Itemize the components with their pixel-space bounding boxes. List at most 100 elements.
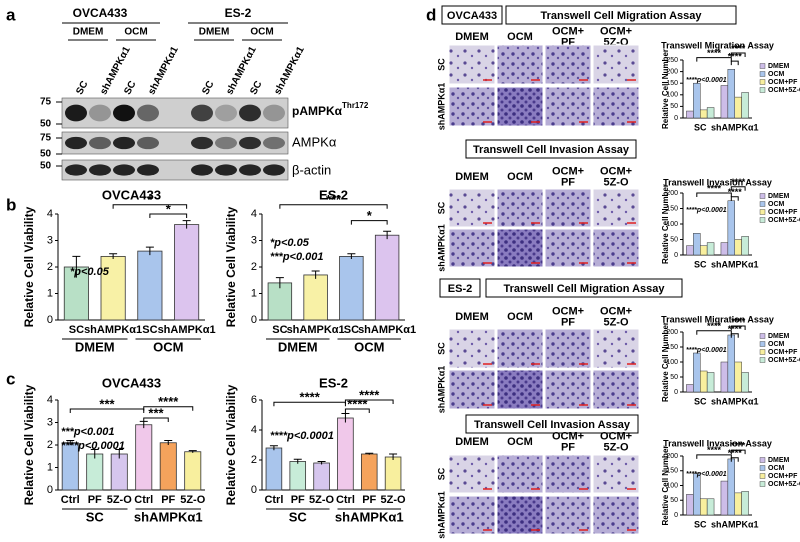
significance-bracket [730, 449, 746, 455]
significance-bracket [149, 213, 188, 218]
y-tick-label: 4 [47, 208, 53, 220]
y-tick-label: 1 [47, 287, 53, 299]
x-tick-label: 5Z-O [180, 494, 206, 506]
bar [693, 233, 701, 256]
blot-band [215, 104, 237, 122]
blot-band [89, 136, 111, 150]
chart-title: Transwell Migration Assay [661, 314, 774, 324]
legend-label: OCM+5Z-O [768, 217, 800, 224]
blot-strip [61, 159, 289, 181]
medium-label: OCM [124, 27, 147, 38]
x-tick-label: SC [694, 519, 707, 529]
lane-label: SC [200, 79, 216, 96]
significance-bracket [730, 60, 739, 66]
lane-label: shAMPKα1 [146, 44, 181, 96]
panel-letter: d [426, 5, 436, 24]
micrograph [448, 454, 496, 494]
error-bar [389, 453, 398, 460]
significance-bracket [69, 408, 145, 413]
x-tick-label: SC [694, 122, 707, 132]
y-axis-label: Relative Cell Number [661, 184, 670, 264]
section-box [485, 278, 683, 298]
micrograph [448, 328, 496, 369]
legend-swatch [759, 71, 766, 77]
y-tick-label: 250 [666, 57, 678, 64]
micrograph [544, 44, 592, 85]
bar [720, 480, 729, 516]
legend-swatch [759, 63, 766, 69]
significance-label: **** [728, 448, 743, 458]
micrograph [592, 495, 640, 535]
mw-marker: 50 [40, 161, 52, 172]
bar [174, 224, 200, 321]
group-label: OCM [153, 339, 183, 354]
micrograph [544, 495, 592, 535]
significance-bracket [143, 406, 194, 411]
panel-letter: b [6, 195, 16, 214]
x-tick-label: SC [142, 324, 157, 336]
column-label: OCM+ [600, 430, 632, 442]
x-tick-label: 5Z-O [309, 494, 335, 506]
bar [706, 242, 715, 256]
protein-label: AMPKα [292, 134, 337, 149]
column-label: DMEM [455, 31, 489, 43]
y-axis-label: Relative Cell Number [661, 49, 670, 129]
column-label: OCM+ [552, 165, 584, 177]
error-bar [66, 440, 75, 445]
y-axis-label: Relative Cell Viability [22, 384, 36, 505]
bar [720, 361, 729, 393]
bar [700, 498, 708, 516]
x-tick-label: Ctrl [336, 494, 355, 506]
row-label: SC [436, 58, 446, 71]
column-label: OCM [507, 311, 533, 323]
chart-title: OVCA433 [102, 187, 161, 202]
blot-band [137, 104, 159, 122]
mw-marker: 75 [40, 97, 52, 108]
blot-strip [61, 131, 289, 155]
bar [289, 461, 307, 491]
column-label: DMEM [455, 171, 489, 183]
x-tick-label: SC [69, 324, 84, 336]
blot-band [239, 104, 261, 122]
column-label: OCM [507, 436, 533, 448]
legend-swatch [759, 87, 766, 93]
y-tick-label: 0 [47, 484, 53, 496]
y-axis-label: Relative Cell Viability [224, 206, 238, 327]
significance-bracket [143, 417, 169, 422]
group-label: OCM [354, 339, 384, 354]
annotation: ***p<0.001 [61, 426, 115, 438]
bar [360, 453, 378, 491]
bar [727, 334, 735, 393]
error-bar [341, 413, 350, 423]
error-bar [365, 452, 374, 455]
y-tick-label: 200 [666, 190, 678, 197]
blot-band [191, 164, 213, 176]
column-label: DMEM [455, 436, 489, 448]
blot-band [113, 104, 135, 122]
error-bar [383, 230, 392, 240]
y-tick-label: 150 [666, 344, 678, 351]
column-label: OCM+ [600, 25, 632, 37]
significance-label: *** [148, 405, 164, 420]
x-tick-label: shAMPKα1 [711, 396, 759, 406]
column-label: DMEM [455, 311, 489, 323]
significance-label: **** [300, 390, 321, 405]
legend-label: OCM+5Z-O [768, 87, 800, 94]
blot-band [191, 136, 213, 150]
section-box [441, 5, 503, 25]
protein-name: pAMPKα [292, 104, 343, 118]
blot-band [263, 136, 285, 150]
bar [706, 498, 715, 516]
micrograph [544, 328, 592, 369]
bar [337, 417, 354, 491]
y-tick-label: 100 [666, 92, 678, 99]
bar [734, 96, 742, 119]
bar [686, 245, 694, 256]
column-label: OCM [507, 31, 533, 43]
significance-label: *** [326, 192, 342, 207]
row-label: shAMPKα1 [436, 224, 446, 272]
y-tick-label: 4 [47, 394, 53, 406]
y-axis-label: Relative Cell Viability [224, 384, 238, 505]
bar [86, 453, 104, 491]
